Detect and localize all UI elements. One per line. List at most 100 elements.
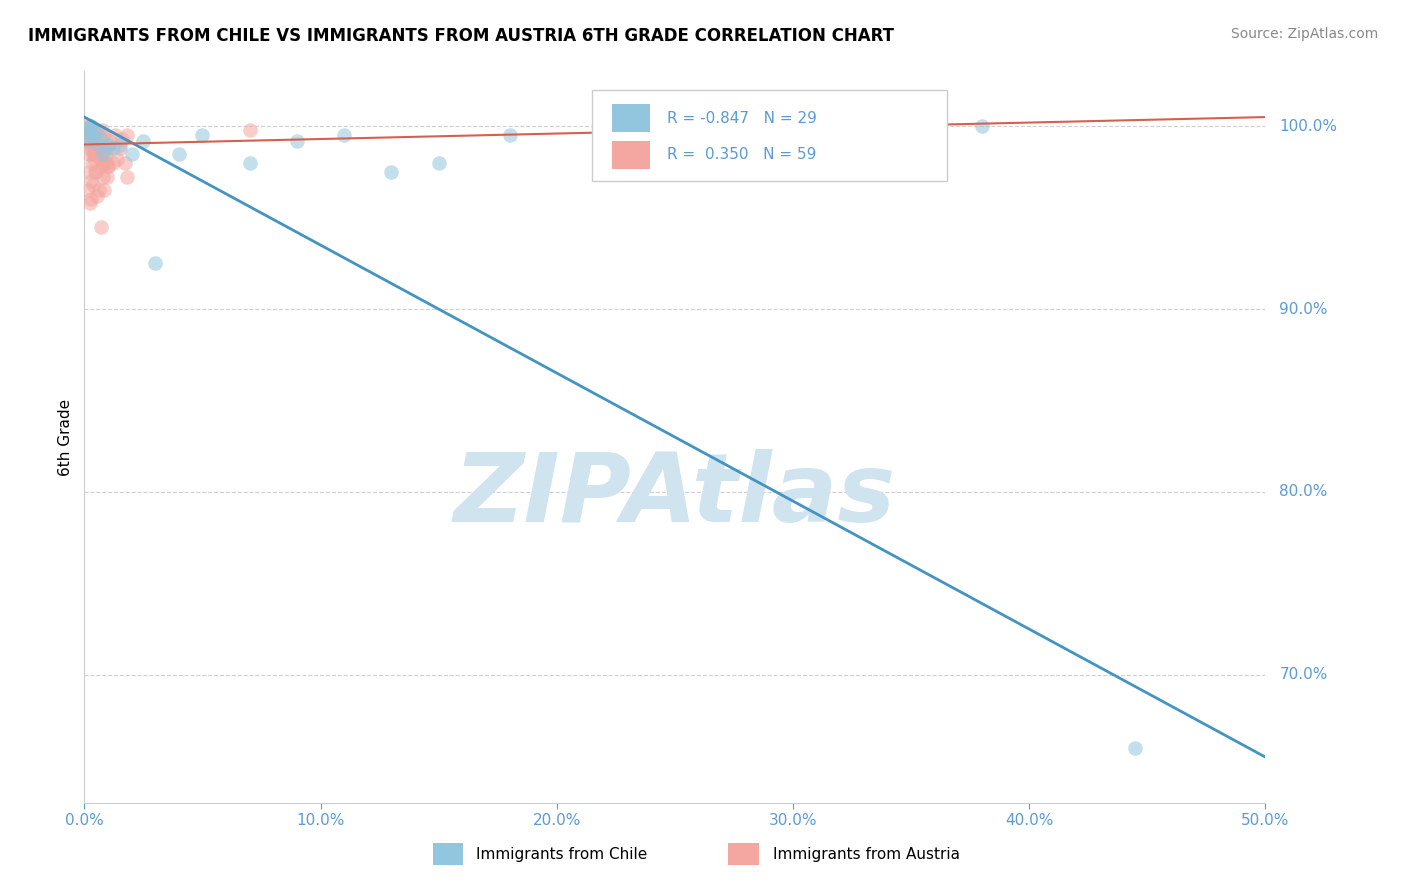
Point [1125, 741, 1147, 756]
Point [94, 146, 117, 161]
Text: R =  0.350   N = 59: R = 0.350 N = 59 [666, 147, 815, 162]
Point [93, 128, 115, 143]
Point [108, 137, 131, 152]
Point [132, 134, 155, 148]
Point [84, 165, 107, 179]
Point [89, 152, 111, 166]
Point [87, 183, 110, 197]
Point [101, 141, 124, 155]
Point [115, 128, 138, 143]
Point [96, 170, 118, 185]
Point [89, 137, 111, 152]
Point [86, 188, 108, 202]
Point [75, 128, 97, 143]
Point [76, 120, 98, 134]
Point [90, 219, 112, 234]
Point [115, 170, 138, 185]
Point [93, 183, 115, 197]
Point [79, 120, 101, 134]
Point [82, 128, 104, 143]
Text: 80.0%: 80.0% [1279, 484, 1327, 500]
Point [84, 137, 107, 152]
Point [101, 156, 124, 170]
Point [80, 193, 103, 207]
Point [79, 141, 101, 155]
Point [83, 152, 105, 166]
Point [76, 128, 98, 143]
Point [91, 156, 114, 170]
Point [91, 123, 114, 137]
Point [80, 137, 103, 152]
Point [84, 134, 107, 148]
Point [285, 134, 308, 148]
Point [427, 156, 450, 170]
Point [86, 141, 108, 155]
FancyBboxPatch shape [433, 843, 464, 865]
Point [83, 146, 105, 161]
FancyBboxPatch shape [612, 141, 650, 169]
Point [77, 134, 100, 148]
Point [77, 183, 100, 197]
Point [77, 134, 100, 148]
Point [97, 160, 120, 174]
Point [76, 123, 98, 137]
Point [94, 156, 117, 170]
Point [77, 128, 100, 143]
Point [87, 137, 110, 152]
Point [970, 120, 993, 134]
Point [80, 132, 103, 146]
Text: Immigrants from Austria: Immigrants from Austria [773, 847, 960, 862]
Point [239, 156, 262, 170]
Text: Source: ZipAtlas.com: Source: ZipAtlas.com [1230, 27, 1378, 41]
Point [114, 156, 136, 170]
Point [97, 141, 120, 155]
FancyBboxPatch shape [592, 90, 946, 181]
Point [90, 150, 112, 164]
Point [111, 132, 134, 146]
Point [82, 146, 104, 161]
Point [167, 146, 190, 161]
Text: R = -0.847   N = 29: R = -0.847 N = 29 [666, 111, 817, 126]
Point [108, 141, 131, 155]
Point [852, 120, 875, 134]
Y-axis label: 6th Grade: 6th Grade [58, 399, 73, 475]
Point [97, 160, 120, 174]
Text: 100.0%: 100.0% [1279, 119, 1337, 134]
Point [380, 165, 402, 179]
Point [84, 146, 107, 161]
Point [80, 156, 103, 170]
Point [239, 123, 262, 137]
Point [121, 146, 143, 161]
Point [77, 123, 100, 137]
Point [77, 165, 100, 179]
Point [83, 123, 105, 137]
FancyBboxPatch shape [728, 843, 759, 865]
Point [90, 132, 112, 146]
Point [98, 134, 121, 148]
Point [77, 146, 100, 161]
Point [97, 137, 120, 152]
Point [82, 178, 104, 192]
Point [107, 152, 129, 166]
Point [84, 165, 107, 179]
Point [79, 120, 101, 134]
Point [104, 128, 127, 143]
Point [80, 120, 103, 134]
Point [91, 160, 114, 174]
Point [91, 146, 114, 161]
Point [593, 165, 616, 179]
Text: Immigrants from Chile: Immigrants from Chile [477, 847, 648, 862]
Text: 70.0%: 70.0% [1279, 667, 1327, 682]
Point [84, 123, 107, 137]
Point [79, 196, 101, 211]
Text: IMMIGRANTS FROM CHILE VS IMMIGRANTS FROM AUSTRIA 6TH GRADE CORRELATION CHART: IMMIGRANTS FROM CHILE VS IMMIGRANTS FROM… [28, 27, 894, 45]
Point [90, 146, 112, 161]
Text: 90.0%: 90.0% [1279, 301, 1327, 317]
Point [82, 128, 104, 143]
Point [96, 137, 118, 152]
FancyBboxPatch shape [612, 104, 650, 132]
Point [143, 256, 166, 270]
Point [734, 120, 756, 134]
Point [498, 128, 520, 143]
Point [191, 128, 214, 143]
